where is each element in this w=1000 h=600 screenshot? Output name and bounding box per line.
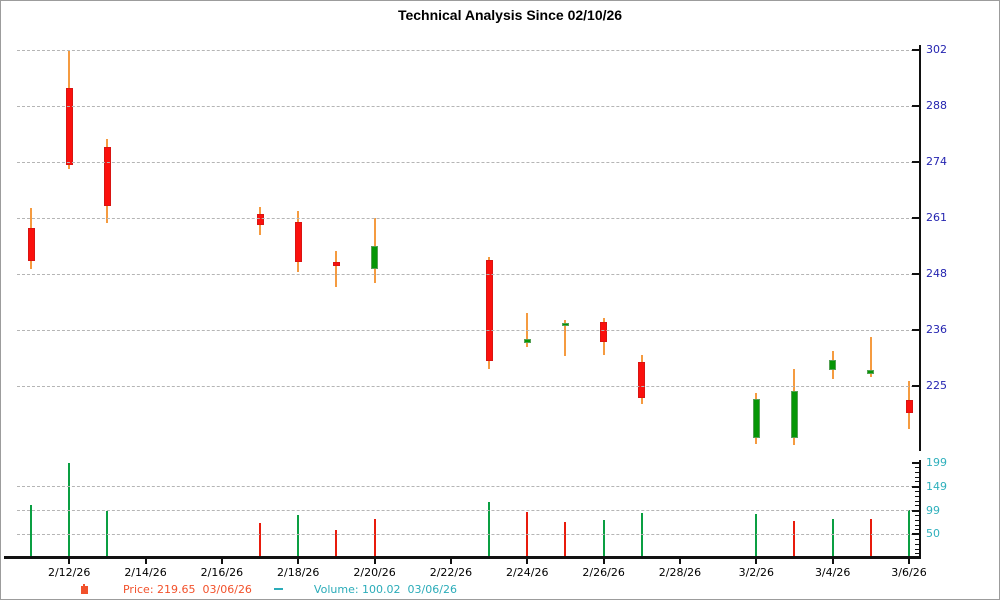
legend-volume-value: 100.02 [362, 582, 401, 596]
candle-body-down [905, 399, 913, 414]
candle-wick [564, 319, 567, 356]
volume-bar-up [488, 501, 491, 558]
volume-plot-area[interactable] [1, 456, 921, 561]
candle-body-up [867, 369, 875, 374]
candle-body-up [829, 360, 837, 370]
legend-price-value: 219.65 [157, 582, 196, 596]
candle-body-down [256, 213, 264, 225]
price-candlestick-icon [81, 584, 88, 594]
candle-body-down [600, 322, 608, 343]
chart-title: Technical Analysis Since 02/10/26 [397, 7, 623, 23]
date-axis-label: 3/2/26 [738, 566, 774, 579]
candle-body-up [561, 323, 569, 327]
price-axis-label: 288 [926, 99, 947, 112]
volume-bar-up [106, 510, 109, 558]
legend-price-date: 03/06/26 [202, 582, 252, 596]
price-plot-area[interactable] [1, 41, 921, 456]
volume-bar-up [831, 518, 834, 558]
volume-bar-up [755, 514, 758, 558]
legend-volume-date: 03/06/26 [407, 582, 457, 596]
date-axis-label: 2/12/26 [47, 566, 91, 579]
price-axis-label: 236 [926, 323, 947, 336]
legend-price-label: Price: [122, 582, 154, 596]
legend-volume-text: Volume: 100.02 03/06/26 [293, 570, 457, 600]
date-axis-label: 2/28/26 [658, 566, 702, 579]
volume-bar-up [908, 510, 910, 558]
date-axis-label: 3/6/26 [891, 566, 927, 579]
volume-bar-down [564, 522, 567, 558]
volume-bar-up [68, 462, 71, 558]
volume-bar-down [373, 518, 376, 558]
candle-body-down [638, 362, 646, 398]
candle-body-up [523, 338, 531, 344]
volume-bar-down [259, 522, 262, 558]
volume-axis-label: 199 [926, 455, 947, 469]
volume-axis-label: 50 [926, 527, 940, 541]
candle-body-down [485, 260, 493, 361]
candle-wick [869, 336, 872, 377]
date-axis-label: 2/26/26 [582, 566, 625, 579]
volume-bar-down [335, 529, 338, 558]
volume-bar-up [30, 505, 32, 558]
volume-bar-down [526, 511, 529, 558]
candle-body-down [294, 222, 302, 262]
volume-axis-label: 99 [926, 503, 940, 517]
volume-bar-up [640, 512, 643, 558]
candle-body-up [790, 391, 798, 438]
candle-body-up [752, 398, 760, 439]
price-axis-label: 261 [926, 211, 947, 224]
legend-price-text: Price: 219.65 03/06/26 [102, 570, 252, 600]
legend-volume-label: Volume: [313, 582, 359, 596]
candle-body-down [65, 88, 73, 165]
price-axis-label: 274 [926, 155, 947, 168]
price-axis-label: 225 [926, 379, 947, 392]
date-axis-label: 2/24/26 [506, 566, 549, 579]
volume-axis-label: 149 [926, 479, 947, 493]
volume-bar-down [793, 520, 796, 558]
price-axis-label: 302 [926, 43, 947, 56]
candle-body-down [103, 146, 111, 206]
date-axis-label: 3/4/26 [814, 566, 851, 579]
candle-body-down [27, 228, 35, 262]
candle-body-up [371, 245, 379, 270]
price-axis-label: 248 [926, 267, 947, 280]
volume-bar-up [602, 520, 605, 558]
chart-legend: Price: 219.65 03/06/26 Volume: 100.02 03… [81, 581, 457, 597]
volume-dash-icon [273, 588, 283, 590]
volume-bar-up [297, 515, 300, 558]
candle-body-down [332, 261, 340, 266]
volume-bar-down [869, 518, 872, 558]
candle-wick [335, 251, 338, 287]
